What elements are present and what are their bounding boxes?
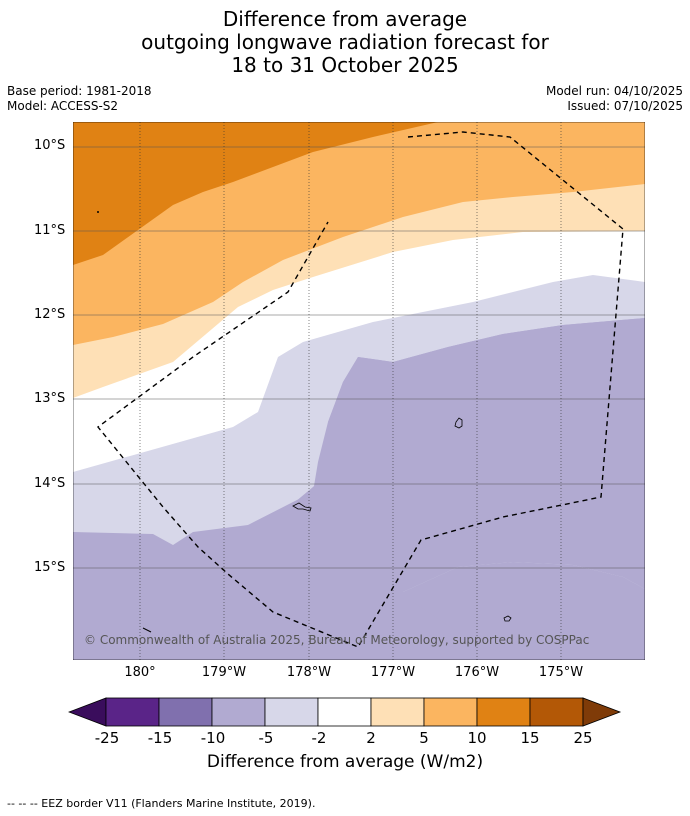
region-minus10-minus5-east bbox=[73, 318, 645, 660]
metadata-left: Base period: 1981-2018 Model: ACCESS-S2 bbox=[7, 84, 152, 114]
island-4 bbox=[142, 627, 152, 633]
colorbar-tick-5: 5 bbox=[419, 729, 429, 747]
eez-footnote: -- -- -- EEZ border V11 (Flanders Marine… bbox=[7, 797, 316, 810]
colorbar-segment bbox=[476, 697, 531, 727]
colorbar-segment bbox=[105, 697, 160, 727]
colorbar-segment bbox=[529, 697, 584, 727]
region-minus10-minus5 bbox=[73, 318, 645, 660]
lat-label-13s: 13°S bbox=[34, 391, 66, 406]
lat-label-11s: 11°S bbox=[34, 223, 66, 238]
colorbar-tick-2: 2 bbox=[366, 729, 376, 747]
island-1 bbox=[454, 417, 463, 429]
colorbar-tick-15: 15 bbox=[520, 729, 540, 747]
lon-label-179w: 179°W bbox=[201, 665, 247, 680]
colorbar-segment bbox=[370, 697, 425, 727]
lon-label-176w: 176°W bbox=[454, 665, 500, 680]
lat-label-14s: 14°S bbox=[34, 476, 66, 491]
lon-label-177w: 177°W bbox=[370, 665, 416, 680]
colorbar-tick-10: 10 bbox=[467, 729, 487, 747]
title-line-2: outgoing longwave radiation forecast for bbox=[141, 30, 549, 54]
metadata-right: Model run: 04/10/2025 Issued: 07/10/2025 bbox=[546, 84, 683, 114]
colorbar bbox=[68, 697, 622, 727]
region-10-to-15 bbox=[73, 122, 438, 265]
colorbar-segment bbox=[317, 697, 372, 727]
base-period: Base period: 1981-2018 bbox=[7, 84, 152, 98]
island-5 bbox=[97, 211, 99, 213]
colorbar-tick-minus10: -10 bbox=[200, 729, 226, 747]
colorbar-tick-minus25: -25 bbox=[94, 729, 120, 747]
title-line-3: 18 to 31 October 2025 bbox=[231, 53, 459, 77]
model-run: Model run: 04/10/2025 bbox=[545, 84, 683, 98]
colorbar-title: Difference from average (W/m2) bbox=[206, 752, 484, 772]
island-2 bbox=[292, 502, 312, 512]
lon-label-178w: 178°W bbox=[286, 665, 332, 680]
model-name: Model: ACCESS-S2 bbox=[7, 99, 119, 113]
colorbar-extend-high bbox=[582, 697, 622, 727]
colorbar-segment bbox=[158, 697, 213, 727]
colorbar-segment bbox=[264, 697, 319, 727]
colorbar-tick-minus2: -2 bbox=[311, 729, 327, 747]
lat-label-12s: 12°S bbox=[34, 307, 66, 322]
lon-label-180: 180° bbox=[124, 665, 156, 680]
map-title: Difference from average outgoing longwav… bbox=[0, 8, 690, 77]
colorbar-tick-25: 25 bbox=[573, 729, 593, 747]
eez-border bbox=[96, 131, 624, 648]
lat-label-10s: 10°S bbox=[34, 138, 66, 153]
colorbar-extend-low bbox=[68, 697, 107, 727]
map-plot bbox=[73, 122, 645, 660]
title-line-1: Difference from average bbox=[222, 7, 468, 31]
lat-label-15s: 15°S bbox=[34, 560, 66, 575]
colorbar-segment bbox=[211, 697, 266, 727]
colorbar-tick-minus15: -15 bbox=[147, 729, 173, 747]
colorbar-tick-minus5: -5 bbox=[258, 729, 274, 747]
island-3 bbox=[503, 615, 512, 622]
colorbar-segment bbox=[423, 697, 478, 727]
copyright-notice: © Commonwealth of Australia 2025, Bureau… bbox=[84, 633, 590, 647]
lon-label-175w: 175°W bbox=[538, 665, 584, 680]
issued-date: Issued: 07/10/2025 bbox=[567, 99, 683, 113]
grid-lines bbox=[73, 146, 645, 569]
